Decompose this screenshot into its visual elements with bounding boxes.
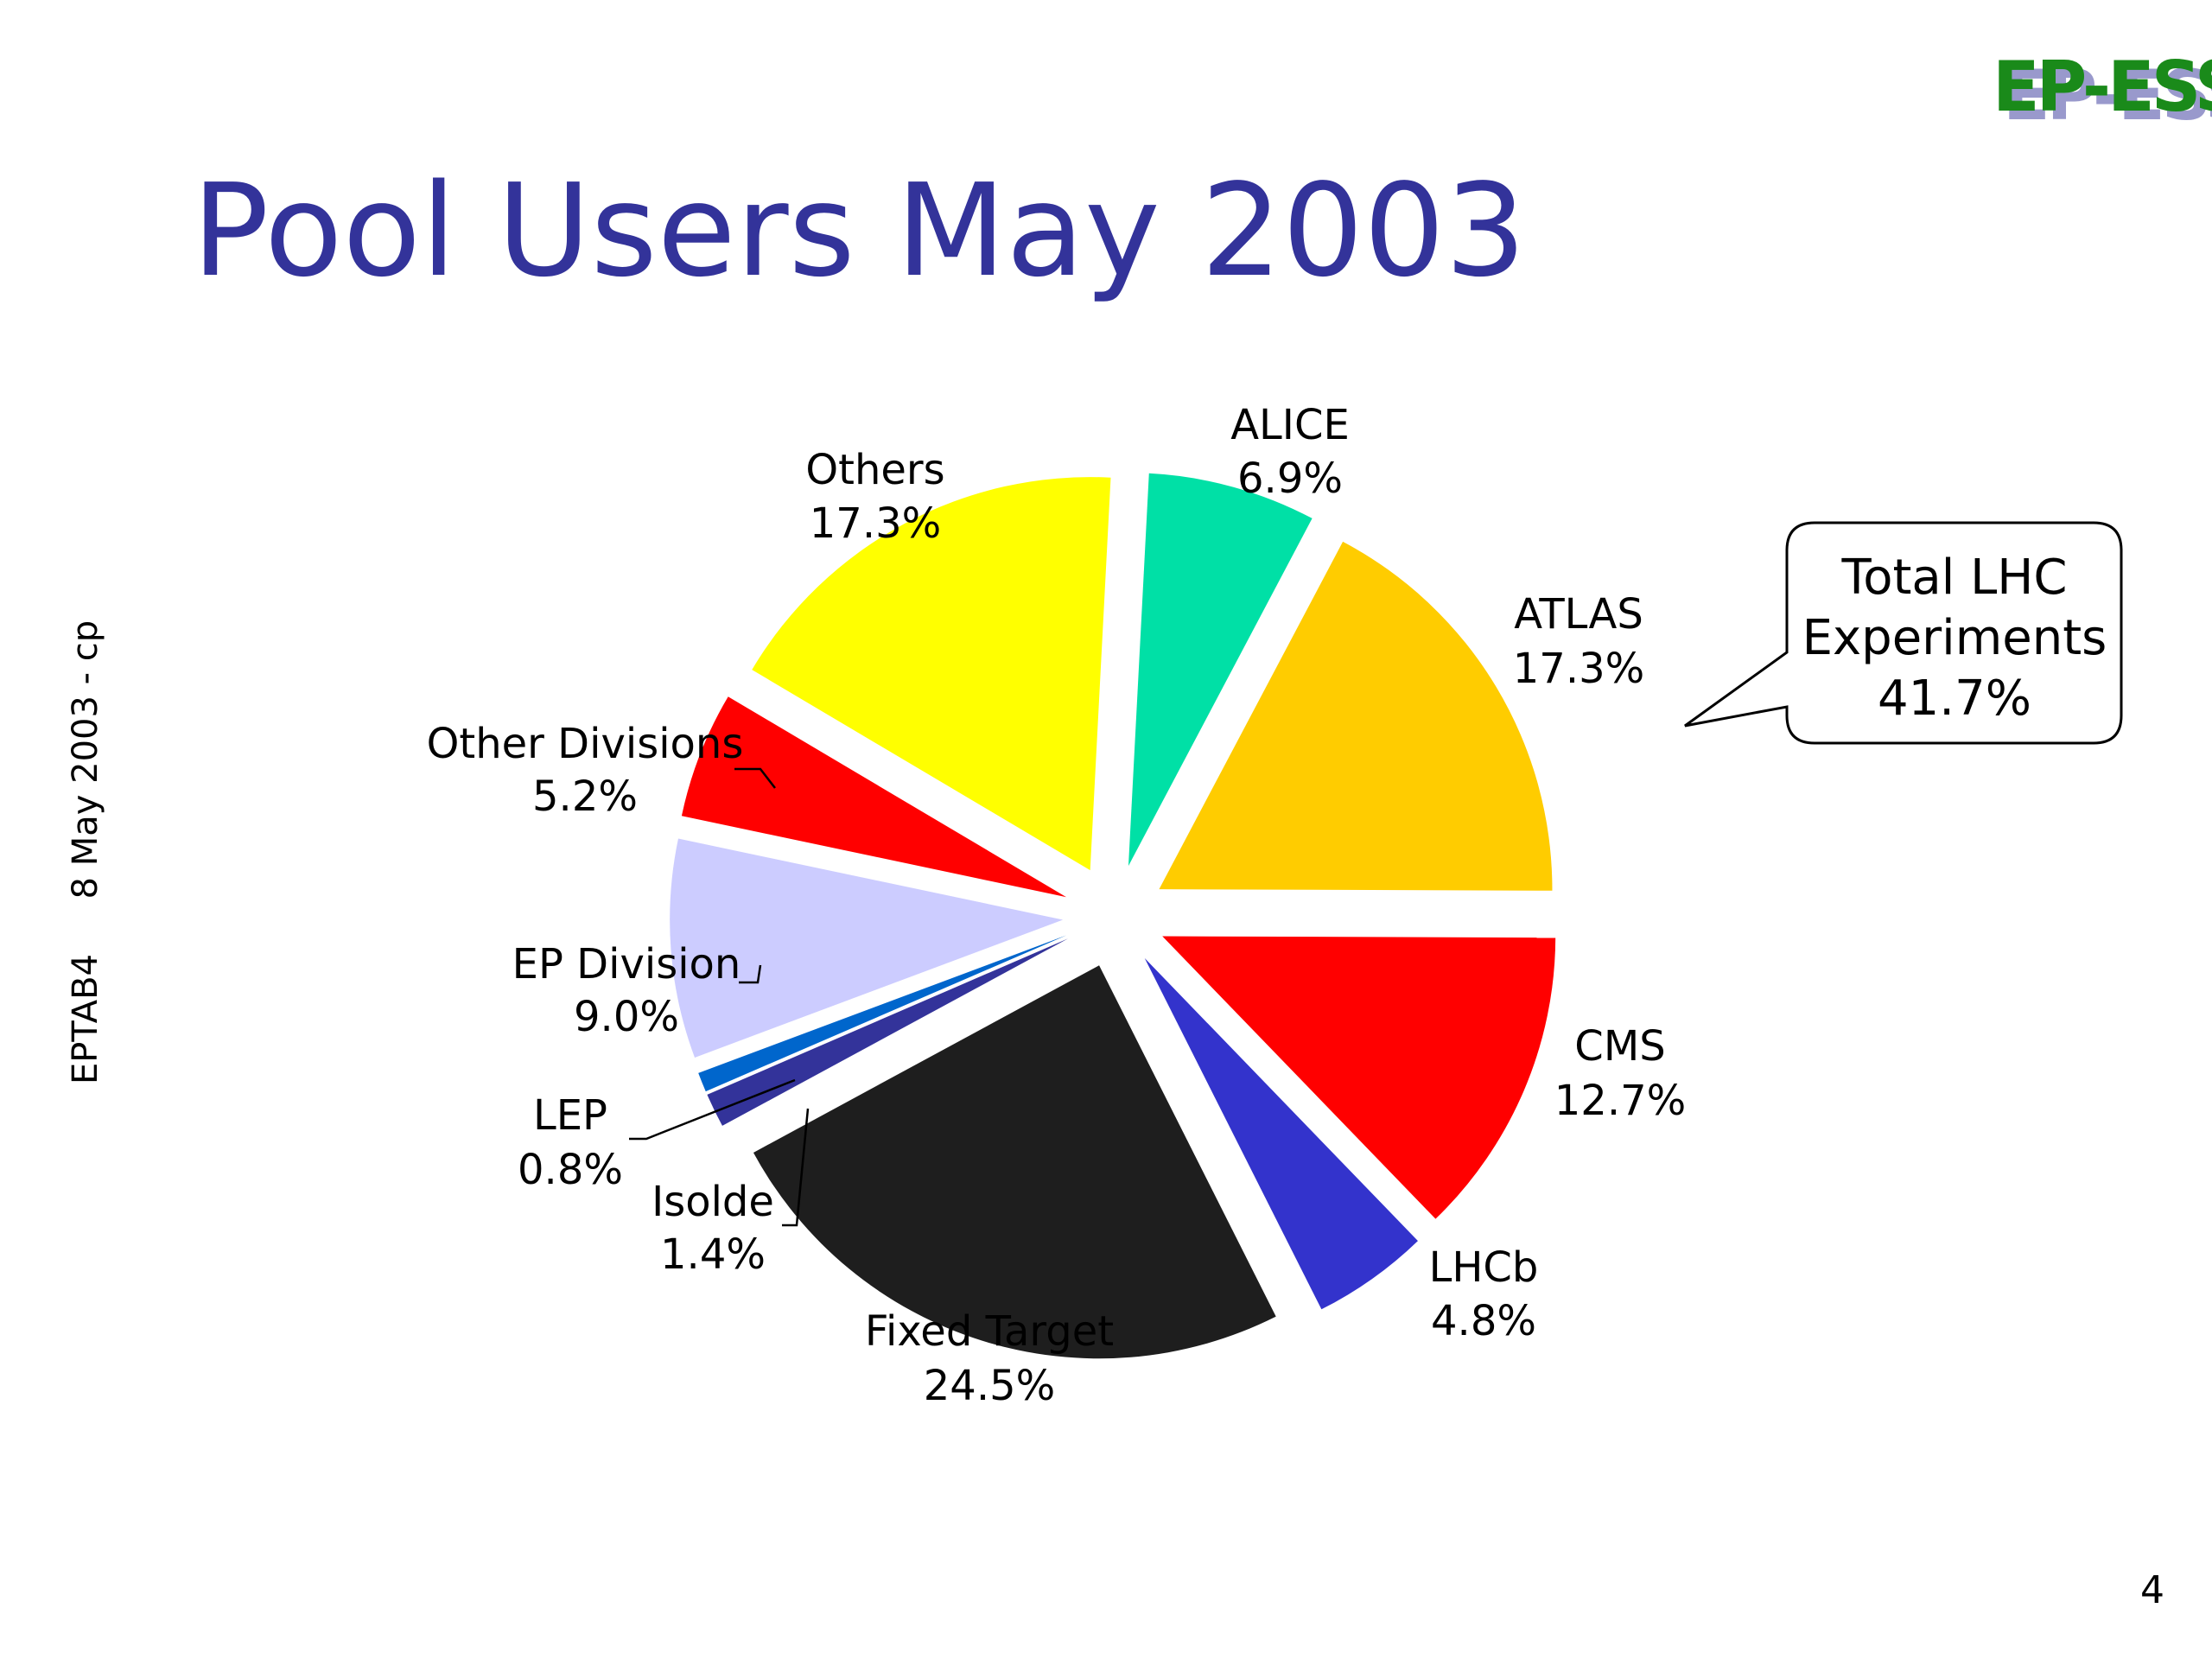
callout-box: [1684, 521, 2123, 745]
label-lhcb-name: LHCb: [1429, 1243, 1539, 1292]
pie-slices: [670, 473, 1556, 1359]
label-alice-value: 6.9%: [1237, 454, 1343, 503]
label-cms-value: 12.7%: [1554, 1077, 1686, 1125]
label-ep-division: EP Division 9.0%: [512, 940, 741, 1041]
label-ep-division-name: EP Division: [512, 940, 741, 988]
label-lep-value: 0.8%: [518, 1146, 623, 1194]
leader-line-other-divisions: [734, 767, 776, 789]
label-others-value: 17.3%: [810, 499, 941, 548]
label-lhcb-value: 4.8%: [1431, 1297, 1536, 1345]
slice-labels: ALICE 6.9% ATLAS 17.3% CMS 12.7% LHCb 4.…: [427, 401, 1687, 1410]
label-isolde-name: Isolde: [652, 1178, 774, 1226]
ep-ess-logo: EP-ESS EP-ESS: [1993, 47, 2212, 136]
page-number: 4: [2140, 1568, 2164, 1612]
pie-slice-atlas: [1159, 541, 1553, 891]
label-isolde-value: 1.4%: [660, 1230, 766, 1279]
label-other-divisions-name: Other Divisions: [427, 720, 744, 768]
callout-line-2: Experiments: [1802, 610, 2107, 666]
leader-line-ep-division: [739, 964, 762, 984]
pie-slice-alice: [1128, 473, 1313, 867]
label-others: Others 17.3%: [805, 446, 944, 548]
label-other-divisions-value: 5.2%: [532, 772, 638, 821]
leader-line-lep: [629, 1078, 796, 1141]
label-ep-division-value: 9.0%: [574, 993, 679, 1041]
label-other-divisions: Other Divisions 5.2%: [427, 720, 744, 821]
callout-line-1: Total LHC: [1841, 550, 2068, 606]
label-fixed-target-value: 24.5%: [924, 1362, 1055, 1410]
label-alice-name: ALICE: [1230, 401, 1350, 449]
label-lhcb: LHCb 4.8%: [1429, 1243, 1539, 1345]
label-others-name: Others: [805, 446, 944, 494]
pie-slice-others: [752, 477, 1111, 871]
label-alice: ALICE 6.9%: [1230, 401, 1350, 503]
pie-slice-lep: [698, 935, 1067, 1092]
label-lep-name: LEP: [533, 1091, 607, 1140]
label-atlas: ATLAS 17.3%: [1513, 590, 1644, 693]
label-fixed-target-name: Fixed Target: [865, 1307, 1114, 1356]
slide-title: Pool Users May 2003: [192, 156, 1526, 305]
label-atlas-value: 17.3%: [1513, 645, 1644, 693]
total-lhc-callout: Total LHC Experiments 41.7%: [1684, 521, 2123, 745]
callout-line-3: 41.7%: [1878, 671, 2031, 727]
label-fixed-target: Fixed Target 24.5%: [865, 1307, 1114, 1410]
label-atlas-name: ATLAS: [1514, 590, 1643, 639]
label-cms: CMS 12.7%: [1554, 1022, 1686, 1125]
pie-slice-ep-division: [670, 838, 1064, 1058]
logo-shadow-text: EP-ESS: [2003, 55, 2212, 136]
logo-text: EP-ESS: [1993, 47, 2212, 127]
label-cms-name: CMS: [1574, 1022, 1665, 1071]
pie-slice-cms: [1162, 936, 1556, 1219]
pie-slice-isolde: [707, 938, 1069, 1126]
leader-lines: [629, 767, 810, 1227]
pie-slice-lhcb: [1144, 957, 1418, 1310]
label-lep: LEP 0.8%: [518, 1091, 623, 1194]
leader-line-isolde: [782, 1108, 810, 1227]
pie-slice-fixed-target: [753, 965, 1276, 1359]
side-footer-text: EPTAB4 8 May 2003 - cp: [66, 620, 105, 1084]
label-isolde: Isolde 1.4%: [652, 1178, 774, 1279]
pie-slice-other-divisions: [681, 696, 1067, 898]
